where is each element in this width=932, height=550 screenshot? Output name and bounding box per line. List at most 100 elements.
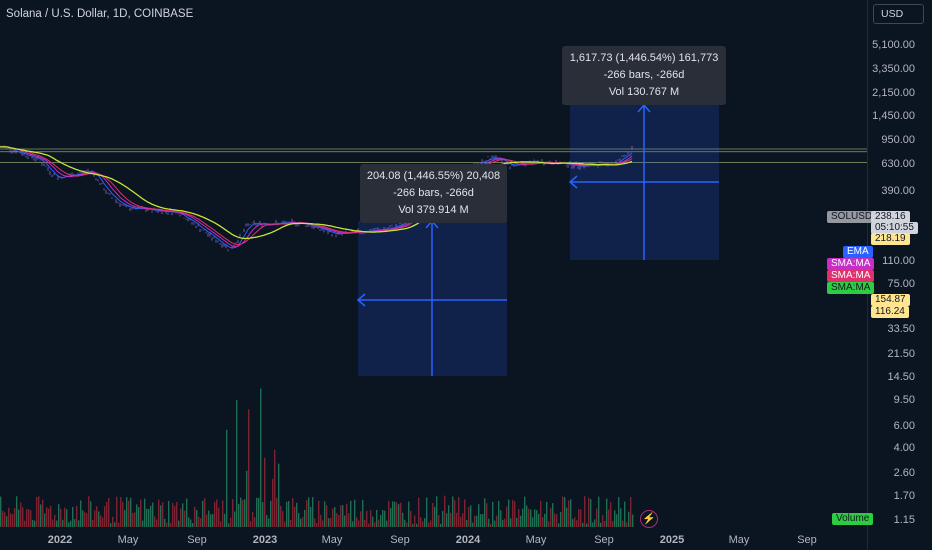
volume-bar	[158, 499, 160, 527]
volume-bar	[486, 503, 488, 527]
volume-bar	[324, 501, 326, 527]
volume-bar	[482, 514, 484, 527]
volume-bar	[224, 513, 226, 527]
volume-bar	[70, 520, 72, 527]
y-tick-label: 75.00	[887, 278, 915, 290]
volume-bar	[294, 506, 296, 527]
volume-bar	[536, 510, 538, 527]
volume-bar	[156, 519, 158, 527]
y-tick-label: 110.00	[882, 255, 915, 267]
volume-bar	[376, 509, 378, 527]
volume-bar	[110, 523, 112, 527]
volume-bar	[432, 502, 434, 527]
volume-bar	[184, 510, 186, 527]
volume-bar	[362, 500, 364, 527]
y-tick-label: 5,100.00	[872, 39, 915, 51]
volume-bar	[530, 509, 532, 527]
volume-bar	[484, 498, 486, 527]
x-tick-label: Sep	[594, 534, 614, 546]
currency-selector[interactable]: USD	[873, 4, 924, 24]
volume-bar	[514, 501, 516, 527]
volume-bar	[196, 510, 198, 527]
volume-bar	[550, 507, 552, 527]
volume-bar	[414, 515, 416, 527]
volume-bar	[240, 497, 242, 527]
volume-bar	[168, 500, 170, 527]
volume-bar	[580, 509, 582, 527]
volume-bar	[44, 513, 46, 527]
volume-bar	[594, 519, 596, 527]
volume-bar	[188, 517, 190, 527]
symbol-label: SOLUSD	[827, 211, 877, 223]
volume-bar	[190, 519, 192, 527]
volume-bar	[160, 505, 162, 527]
volume-bar	[554, 513, 556, 527]
volume-bar	[462, 513, 464, 527]
volume-bar	[50, 505, 52, 527]
x-tick-label: May	[729, 534, 750, 546]
volume-bar	[568, 500, 570, 527]
volume-bar	[526, 505, 528, 527]
lightning-icon[interactable]: ⚡	[640, 510, 658, 528]
volume-bar	[278, 463, 280, 527]
measure-2-line-3: Vol 130.767 M	[608, 86, 680, 98]
volume-bar	[92, 519, 94, 527]
volume-bar	[42, 499, 44, 527]
volume-bar	[418, 497, 420, 527]
volume-bar	[140, 499, 142, 527]
volume-bar	[292, 498, 294, 527]
x-tick-label: Sep	[390, 534, 410, 546]
volume-bar	[436, 496, 438, 527]
volume-bar	[90, 501, 92, 527]
volume-bar	[632, 514, 634, 527]
volume-bar	[38, 496, 40, 527]
volume-bar	[232, 499, 234, 527]
volume-bar	[28, 509, 30, 527]
volume-bar	[606, 498, 608, 527]
volume-bar	[442, 510, 444, 527]
volume-bar	[438, 515, 440, 527]
volume-bar	[172, 502, 174, 527]
volume-bar	[374, 522, 376, 527]
volume-bar	[590, 499, 592, 527]
volume-bar	[534, 509, 536, 527]
volume-bar	[276, 497, 278, 527]
volume-bar	[372, 516, 374, 527]
volume-bar	[154, 516, 156, 527]
volume-bar	[380, 515, 382, 527]
volume-bar	[210, 514, 212, 527]
volume-bar	[416, 523, 418, 527]
volume-bar	[426, 497, 428, 527]
volume-bar	[100, 515, 102, 527]
volume-bar	[422, 521, 424, 527]
volume-bar	[124, 510, 126, 527]
y-tick-label: 3,350.00	[872, 63, 915, 75]
volume-bar	[336, 513, 338, 527]
y-tick-label: 630.00	[881, 158, 915, 170]
y-tick-label: 6.00	[894, 420, 915, 432]
sma-label-3: SMA:MA	[827, 282, 875, 294]
volume-bar	[468, 507, 470, 527]
volume-bar	[282, 511, 284, 527]
volume-bar	[626, 522, 628, 527]
volume-bar	[122, 501, 124, 527]
volume-bar	[0, 496, 2, 527]
volume-bar	[508, 499, 510, 527]
volume-bar	[404, 519, 406, 527]
x-tick-label: May	[118, 534, 139, 546]
last-price-label: 238.16	[871, 211, 910, 223]
volume-bar	[522, 508, 524, 527]
volume-bar	[146, 508, 148, 527]
volume-bar	[428, 522, 430, 527]
volume-bar	[208, 510, 210, 527]
volume-bar	[246, 470, 248, 527]
volume-bar	[222, 500, 224, 527]
volume-bar	[562, 496, 564, 527]
volume-bar	[134, 512, 136, 527]
volume-bar	[248, 409, 250, 527]
volume-bar	[524, 496, 526, 527]
volume-bar	[82, 510, 84, 527]
measure-2-line-1: 1,617.73 (1,446.54%) 161,773	[569, 52, 719, 64]
volume-bar	[306, 500, 308, 527]
